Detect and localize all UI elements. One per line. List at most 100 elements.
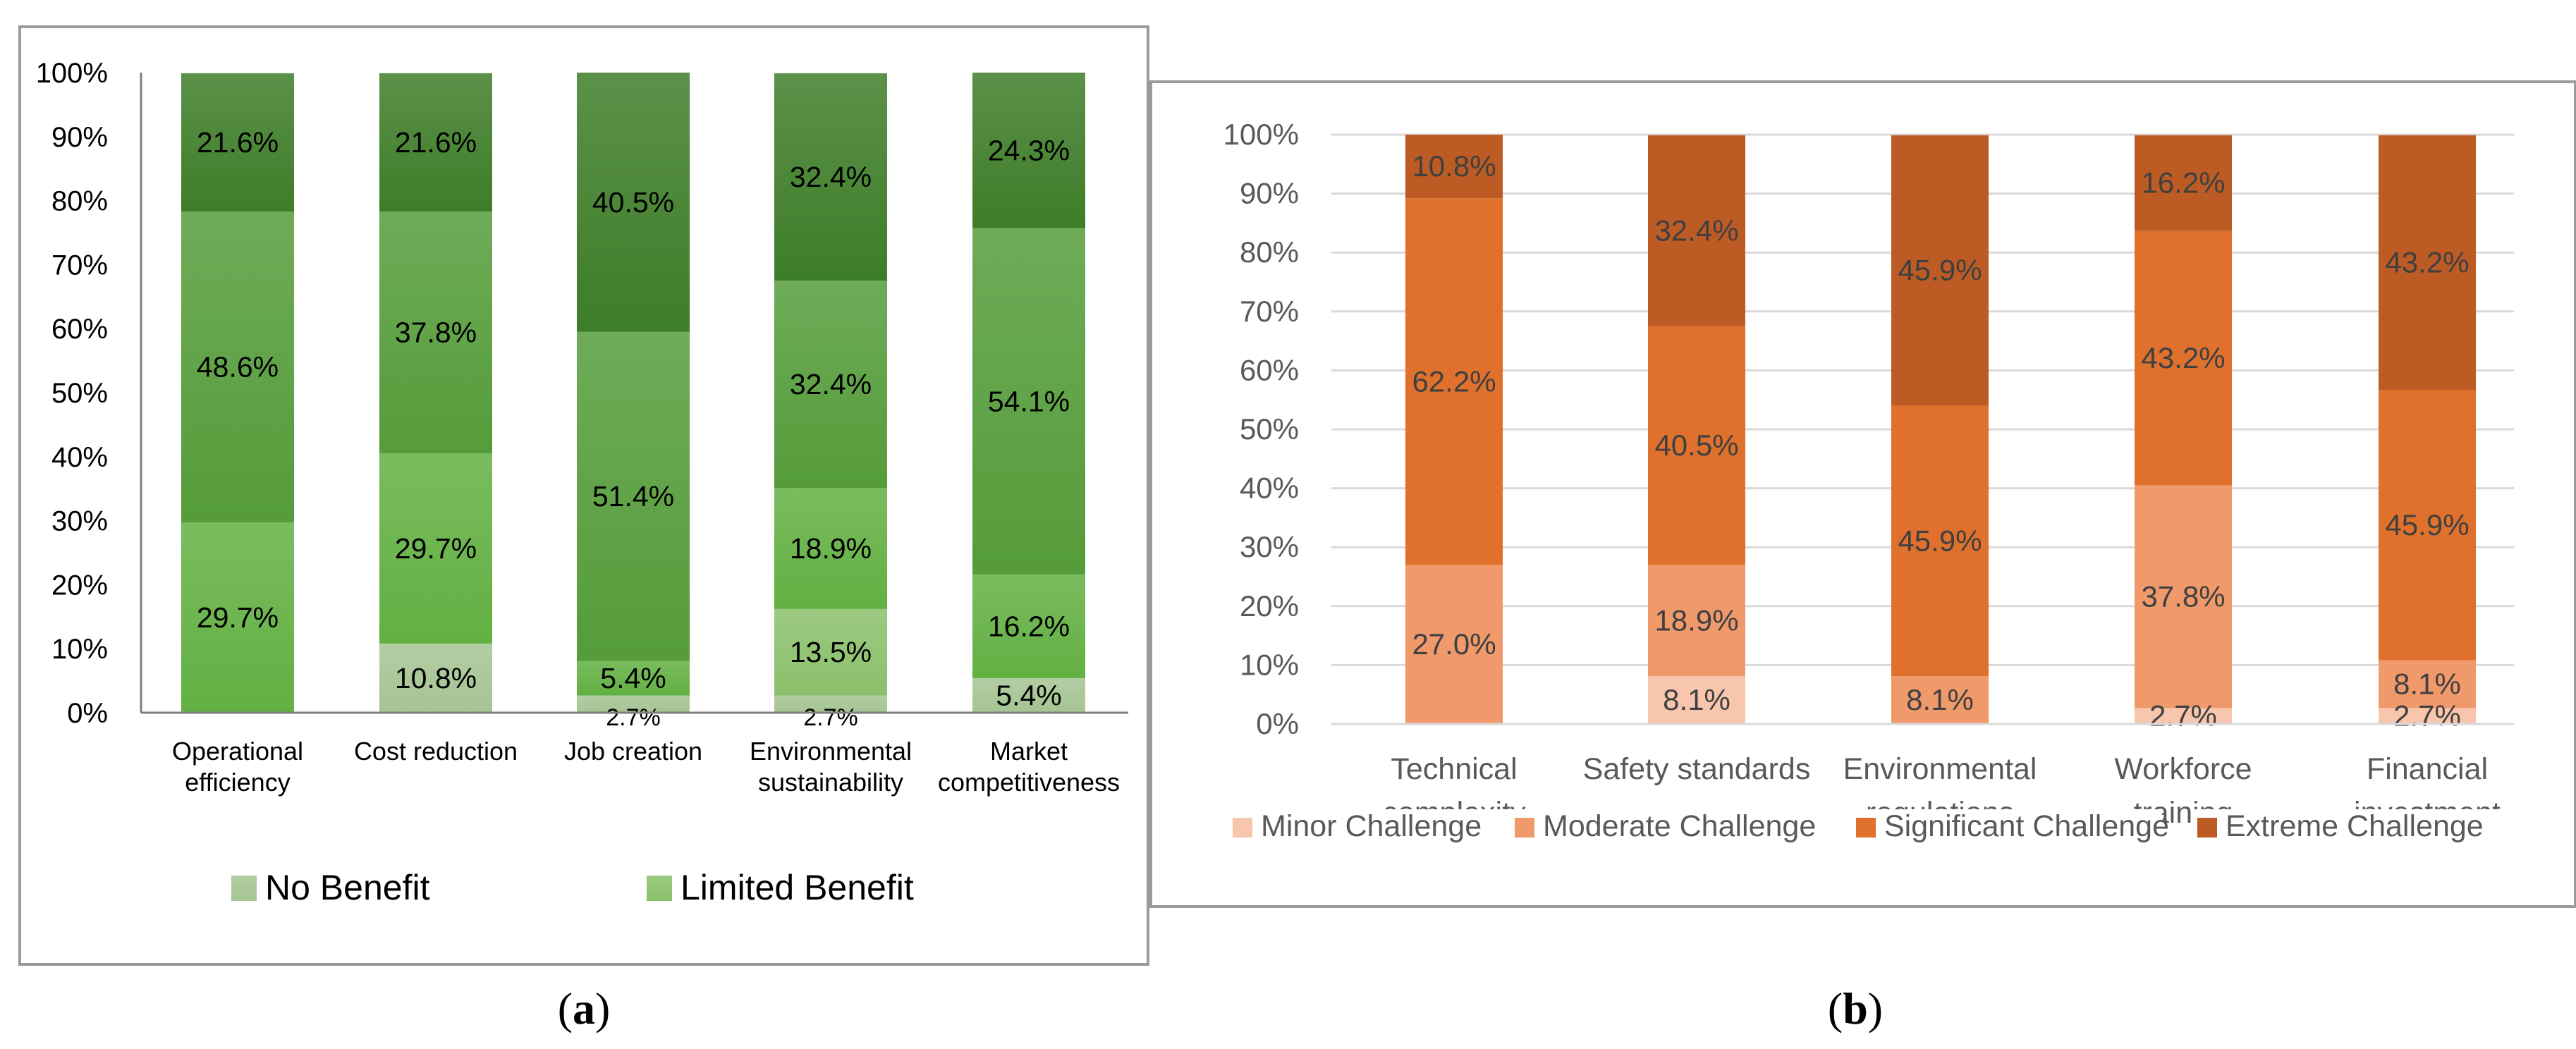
data-label: 43.2% [2141, 341, 2225, 374]
legend-swatch [2197, 818, 2217, 838]
bar-segment [1405, 565, 1503, 724]
data-label: 16.2% [988, 610, 1070, 642]
y-tick-label: 50% [51, 378, 108, 409]
bar-segment [1648, 135, 1745, 326]
data-label: 45.9% [1898, 524, 1982, 557]
bar-segment [1891, 405, 1989, 677]
legend-swatch [1233, 818, 1252, 838]
caption-letter: a [573, 983, 595, 1033]
data-label: 32.4% [1654, 214, 1738, 247]
legend-label: No Benefit [265, 868, 430, 907]
bar-segment [2135, 231, 2232, 486]
x-tick-label: competitiveness [938, 768, 1120, 797]
y-tick-label: 10% [51, 634, 108, 665]
bar-segment [181, 73, 294, 212]
bar-segment [181, 211, 294, 523]
y-tick-label: 60% [1240, 353, 1299, 386]
x-tick-label: Cost reduction [354, 737, 518, 766]
caption-close: ) [595, 983, 610, 1033]
data-label: 29.7% [395, 532, 477, 565]
data-label: 8.1% [2393, 668, 2461, 701]
bar-segment [2135, 485, 2232, 708]
data-label: 32.4% [790, 368, 872, 400]
data-label: 37.8% [2141, 579, 2225, 613]
bar-segment [577, 695, 690, 713]
x-tick-label: Operational [172, 737, 303, 766]
bar-segment [577, 73, 690, 332]
legend-label: Minor Challenge [1261, 809, 1482, 843]
data-label: 13.5% [790, 636, 872, 668]
y-tick-label: 30% [1240, 530, 1299, 563]
bar-segment [1891, 135, 1989, 406]
data-label: 40.5% [1654, 429, 1738, 462]
y-tick-label: 90% [51, 122, 108, 153]
bar-segment [1405, 198, 1503, 565]
bar-segment [379, 453, 492, 644]
x-tick-label: sustainability [758, 768, 903, 797]
x-tick-label: efficiency [185, 768, 290, 797]
data-label: 2.7% [606, 704, 661, 731]
x-tick-label: Market [990, 737, 1068, 766]
data-label: 43.2% [2385, 245, 2469, 278]
bar-segment [972, 574, 1085, 678]
y-tick-label: 40% [51, 442, 108, 473]
y-tick-label: 50% [1240, 412, 1299, 446]
data-label: 21.6% [197, 126, 279, 159]
data-label: 62.2% [1412, 364, 1496, 398]
y-tick-label: 80% [51, 186, 108, 217]
bar-segment [774, 608, 887, 696]
data-label: 32.4% [790, 161, 872, 193]
bar-segment [2135, 135, 2232, 231]
legend-swatch [647, 876, 672, 901]
y-tick-label: 60% [51, 314, 108, 345]
bar-segment [379, 643, 492, 713]
panel-caption: (a) [558, 983, 611, 1033]
bar-segment [2135, 708, 2232, 724]
y-tick-label: 0% [67, 698, 108, 729]
data-label: 51.4% [592, 480, 674, 513]
data-label: 10.8% [395, 662, 477, 694]
bar-segment [1405, 135, 1503, 199]
legend-backdrop [1510, 809, 1821, 842]
y-tick-label: 70% [1240, 295, 1299, 328]
bar-segment [774, 73, 887, 281]
y-tick-label: 90% [1240, 177, 1299, 210]
data-label: 21.6% [395, 126, 477, 159]
y-tick-label: 20% [1240, 589, 1299, 622]
data-label: 5.4% [600, 662, 666, 694]
data-label: 2.7% [2149, 699, 2217, 732]
bar-segment [972, 228, 1085, 575]
data-label: 2.7% [803, 704, 858, 731]
panel-b: 0% 10% 20% 30% 40% 50% 60% 70% 80% 90% 100% 27.0% 62… [1149, 80, 2576, 1033]
caption-letter: b [1843, 983, 1868, 1033]
chart-frame [1149, 80, 2576, 908]
data-label: 54.1% [988, 385, 1070, 417]
x-tick-label: Safety standards [1583, 752, 1811, 786]
y-tick-label: 100% [36, 58, 108, 89]
data-label: 8.1% [1906, 683, 1974, 716]
data-label: 16.2% [2141, 166, 2225, 200]
bar-segment [2379, 389, 2476, 661]
x-tick-label: Workforce [2114, 752, 2252, 786]
data-label: 37.8% [395, 317, 477, 349]
data-label: 18.9% [1654, 603, 1738, 637]
caption-open: ( [558, 983, 573, 1033]
data-label: 45.9% [1898, 254, 1982, 287]
y-tick-label: 30% [51, 506, 108, 537]
bar-segment [577, 661, 690, 696]
x-tick-label: Environmental [1843, 752, 2037, 786]
legend-backdrop [2193, 809, 2503, 842]
legend-label: Limited Benefit [680, 868, 914, 907]
bar-segment [774, 488, 887, 609]
legend-swatch [1856, 818, 1876, 838]
bar-segment [774, 281, 887, 489]
bar-segment [1648, 565, 1745, 677]
legend-swatch [1515, 818, 1534, 838]
data-label: 24.3% [988, 134, 1070, 166]
legend-backdrop [1852, 809, 2162, 842]
data-label: 27.0% [1412, 627, 1496, 661]
bar-segment [1648, 676, 1745, 724]
x-tick-label: Technical [1391, 752, 1517, 786]
data-label: 5.4% [996, 679, 1061, 711]
